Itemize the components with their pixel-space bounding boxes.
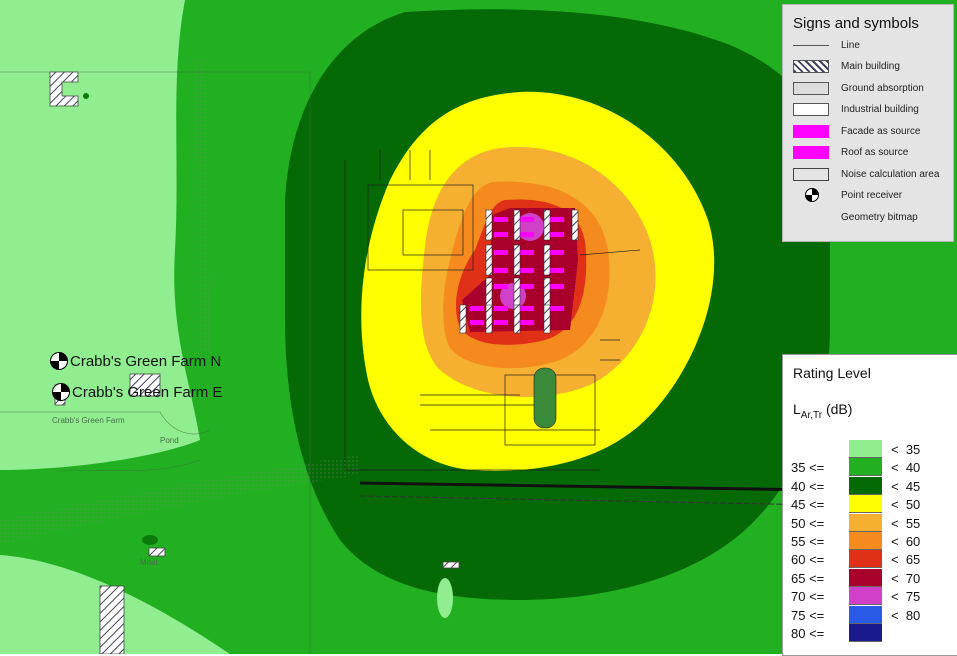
band-upper-label: < 50: [891, 497, 921, 513]
place-label-pond: Pond: [160, 436, 179, 445]
band-color-swatch: [849, 495, 882, 514]
band-color-swatch: [849, 440, 882, 458]
outline-swatch: [793, 168, 829, 181]
band-lower-label: 45 <=: [791, 497, 825, 513]
band-upper-label: < 60: [891, 534, 921, 549]
line-icon: [793, 45, 829, 46]
band-upper-label: < 55: [891, 515, 921, 531]
legend-band-2: 40 <= < 45: [783, 476, 957, 495]
grey-swatch: [793, 82, 829, 95]
band-color-swatch: [849, 532, 882, 550]
magenta-swatch: [793, 146, 829, 159]
band-upper-label: < 70: [891, 570, 921, 586]
band-color-swatch: [849, 458, 882, 477]
legend-rating-unit: LAr,Tr (dB): [793, 401, 853, 421]
legend-band-5: 55 <= < 60: [783, 532, 957, 550]
band-lower-label: 35 <=: [791, 460, 825, 476]
band-color-swatch: [849, 568, 882, 587]
band-color-swatch: [849, 605, 882, 624]
point-receiver-icon: [52, 383, 70, 401]
band-lower-label: 40 <=: [791, 478, 825, 494]
band-upper-label: < 35: [891, 442, 921, 457]
roof-sources: [470, 217, 564, 325]
legend-band-7: 65 <= < 70: [783, 568, 957, 587]
legend-rating-level: Rating Level LAr,Tr (dB) < 35 35 <= < 40 40…: [782, 354, 957, 656]
legend-item-line: Line: [793, 37, 953, 55]
band-color-swatch: [849, 587, 882, 606]
legend-band-6: 60 <= < 65: [783, 550, 957, 569]
legend-item-roof-source: Roof as source: [793, 144, 953, 162]
band-upper-label: < 75: [891, 589, 921, 605]
legend-symbols-title: Signs and symbols: [793, 15, 919, 32]
legend-rating-title: Rating Level: [793, 365, 871, 381]
band-lower-label: 55 <=: [791, 534, 825, 549]
place-label-moat: Moat: [140, 558, 158, 567]
legend-item-point-receiver: Point receiver: [793, 187, 953, 205]
clearing: [437, 578, 453, 618]
legend-item-noise-area: Noise calculation area: [793, 166, 953, 184]
band-lower-label: 60 <=: [791, 552, 825, 568]
band-lower-label: 70 <=: [791, 589, 825, 605]
legend-band-10: 80 <=: [783, 624, 957, 642]
legend-item-ground-absorption: Ground absorption: [793, 80, 953, 98]
band-lower-label: 65 <=: [791, 570, 825, 586]
band-upper-label: < 80: [891, 607, 921, 623]
legend-band-1: 35 <= < 40: [783, 458, 957, 477]
band-lower-label: 75 <=: [791, 607, 825, 623]
boundary-road: [359, 481, 821, 492]
band-upper-label: < 45: [891, 478, 921, 494]
band-color-swatch: [849, 624, 882, 642]
band-color-swatch: [849, 513, 882, 532]
point-receiver-icon: [805, 188, 819, 202]
farm-buildings: [49, 71, 460, 654]
legend-band-0: < 35: [783, 440, 957, 458]
band-lower-label: 50 <=: [791, 515, 825, 531]
legend-item-facade-source: Facade as source: [793, 123, 953, 141]
band-upper-label: < 40: [891, 460, 921, 476]
white-swatch: [793, 103, 829, 116]
pond-feature: [533, 367, 557, 429]
band-color-swatch: [849, 550, 882, 569]
place-label-farm: Crabb's Green Farm: [52, 416, 125, 425]
point-receiver-icon: [50, 352, 68, 370]
legend-signs-symbols: Signs and symbols Line Main building Gro…: [782, 4, 954, 242]
band-lower-label: 80 <=: [791, 626, 825, 641]
legend-band-8: 70 <= < 75: [783, 587, 957, 606]
receiver-crabbs-green-farm-e: Crabb's Green Farm E: [52, 383, 222, 401]
legend-item-main-building: Main building: [793, 58, 953, 76]
legend-band-3: 45 <= < 50: [783, 495, 957, 514]
band-color-swatch: [849, 476, 882, 495]
hedges: [0, 60, 360, 545]
legend-item-industrial-building: Industrial building: [793, 101, 953, 119]
main-buildings: [459, 209, 579, 334]
magenta-swatch: [793, 125, 829, 138]
legend-item-geometry-bitmap: Geometry bitmap: [841, 212, 918, 223]
receiver-crabbs-green-farm-n: Crabb's Green Farm N: [50, 352, 221, 370]
band-upper-label: < 65: [891, 552, 921, 568]
hatched-swatch: [793, 60, 829, 73]
legend-band-4: 50 <= < 55: [783, 513, 957, 532]
legend-band-9: 75 <= < 80: [783, 605, 957, 624]
